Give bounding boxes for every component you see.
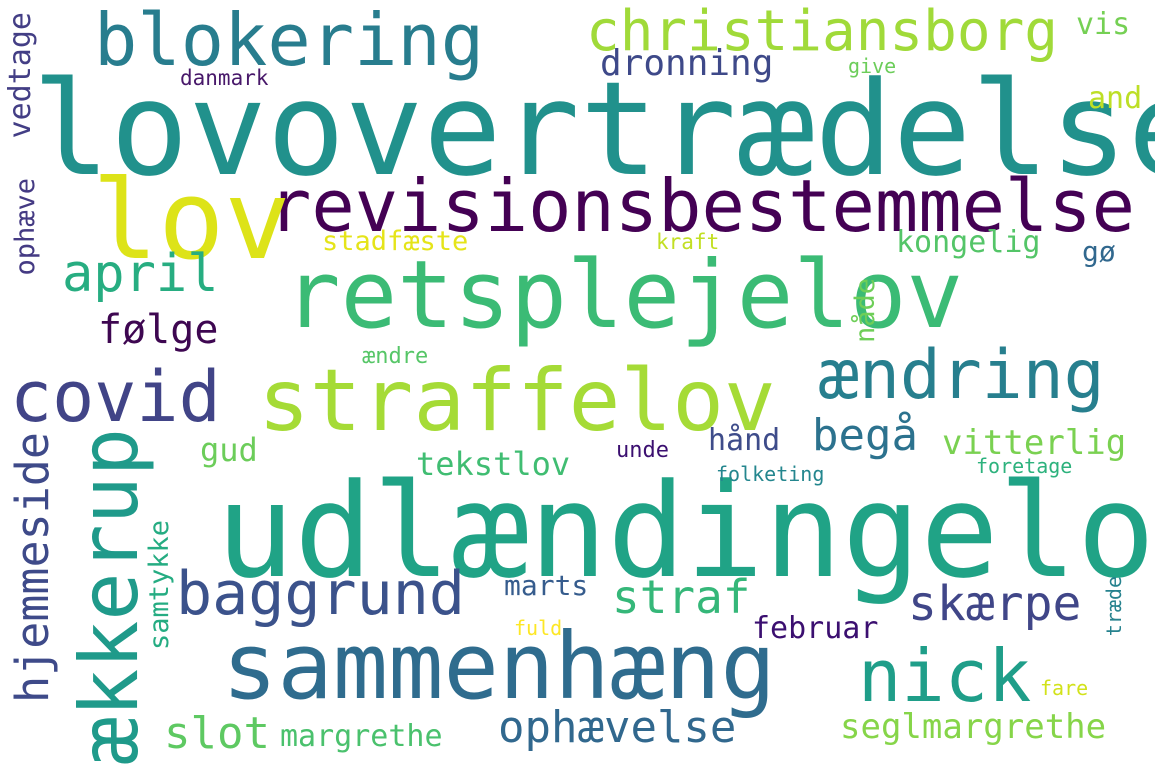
word-februar: februar bbox=[752, 611, 879, 646]
word-naade: nåde bbox=[850, 278, 881, 344]
word-kongelig: kongelig bbox=[896, 225, 1041, 260]
word-kraft: kraft bbox=[656, 230, 720, 254]
word-gud: gud bbox=[200, 431, 258, 469]
word-goe: gø bbox=[1082, 235, 1116, 268]
word-aendring: ændring bbox=[818, 336, 1105, 415]
word-ophaevelse: ophævelse bbox=[498, 702, 737, 753]
word-haekkerup: hækkerup bbox=[63, 428, 156, 770]
word-foelge: følge bbox=[98, 307, 219, 353]
word-foretage: foretage bbox=[976, 454, 1073, 478]
word-vitterlig: vitterlig bbox=[942, 423, 1127, 463]
word-seglmargrethe: seglmargrethe bbox=[840, 707, 1107, 747]
word-stadfaeste: stadfæste bbox=[322, 226, 469, 257]
word-danmark: danmark bbox=[180, 66, 269, 90]
word-hjemmeside: hjemmeside bbox=[6, 432, 59, 703]
word-give: give bbox=[848, 54, 897, 78]
word-covid: covid bbox=[10, 356, 221, 438]
word-april: april bbox=[62, 244, 219, 304]
word-fare: fare bbox=[1040, 676, 1089, 700]
word-lovovertraedelse: lovovertrædelse bbox=[32, 53, 1155, 205]
word-vis: vis bbox=[1076, 7, 1131, 42]
word-margrethe: margrethe bbox=[280, 719, 443, 754]
word-straf: straf bbox=[612, 570, 751, 624]
word-slot: slot bbox=[164, 708, 270, 759]
word-blokering: blokering bbox=[94, 0, 485, 82]
word-retsplejelov: retsplejelov bbox=[284, 241, 964, 350]
word-revisionsbestemmelse: revisionsbestemmelse bbox=[268, 164, 1135, 248]
word-nick: nick bbox=[858, 634, 1032, 718]
word-vedtage: vedtage bbox=[3, 12, 38, 139]
word-tekstlov: tekstlov bbox=[416, 445, 571, 483]
word-dronning: dronning bbox=[600, 43, 774, 84]
word-baggrund: baggrund bbox=[176, 559, 465, 629]
word-unde: unde bbox=[616, 438, 669, 463]
word-christiansborg: christiansborg bbox=[586, 0, 1059, 64]
word-sammenhaeng: sammenhæng bbox=[222, 613, 776, 720]
word-folketing: folketing bbox=[716, 462, 825, 486]
word-lov: lov bbox=[92, 156, 291, 284]
word-samtykke: samtykke bbox=[144, 520, 175, 651]
word-ophaeve: ophæve bbox=[10, 178, 41, 276]
word-marts: marts bbox=[504, 569, 589, 602]
word-haand: hånd bbox=[708, 423, 781, 458]
word-udlaendingelov: udlændingelov bbox=[216, 455, 1155, 607]
word-fuld: fuld bbox=[514, 616, 563, 640]
word-and: and bbox=[1088, 81, 1143, 116]
word-aendre: ændre bbox=[362, 344, 429, 369]
word-skaerpe: skærpe bbox=[908, 576, 1082, 632]
word-straffelov: straffelov bbox=[258, 351, 776, 451]
word-begaa: begå bbox=[812, 410, 918, 461]
word-traede: træde bbox=[1102, 576, 1126, 637]
